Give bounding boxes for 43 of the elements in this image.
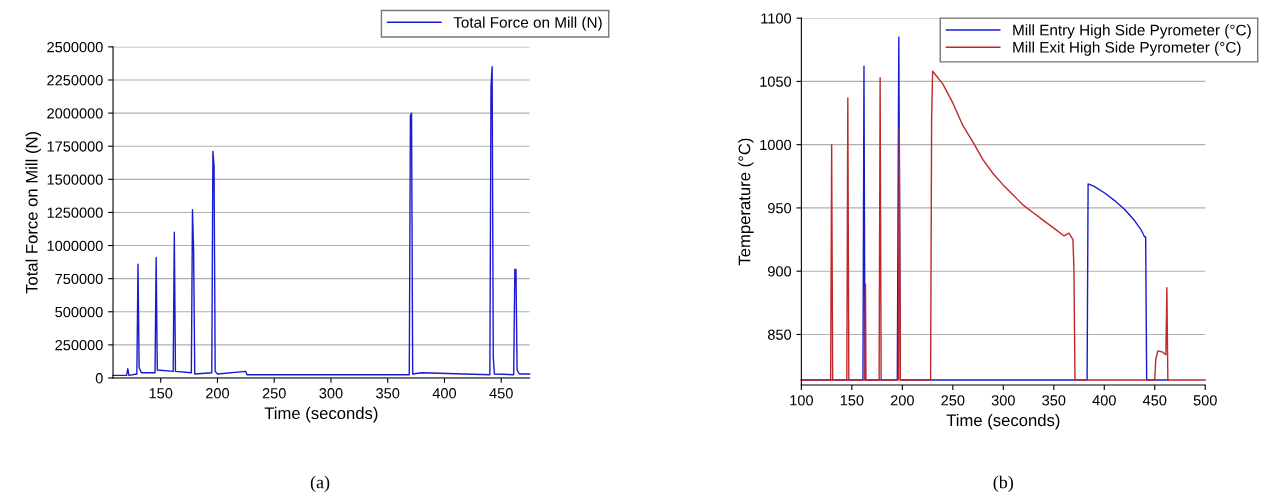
y-tick-label: 1500000 xyxy=(47,174,103,185)
legend-label: Total Force on Mill (N) xyxy=(453,16,602,31)
x-tick-label: 100 xyxy=(790,395,813,406)
x-tick-label: 350 xyxy=(376,388,400,399)
x-tick-label: 150 xyxy=(149,388,173,399)
x-tick-label: 400 xyxy=(432,388,457,399)
y-tick-label: 900 xyxy=(768,266,792,277)
y-tick-label: 850 xyxy=(767,329,792,340)
x-tick-label: 300 xyxy=(319,388,343,399)
y-axis-title: Total Force on Mill (N) xyxy=(25,131,41,294)
y-tick-label: 1100 xyxy=(761,13,792,24)
line-series xyxy=(800,70,1206,381)
x-tick-label: 250 xyxy=(262,388,286,399)
y-tick-label: 2500000 xyxy=(47,41,103,53)
x-tick-label: 450 xyxy=(489,388,513,399)
x-tick-label: 200 xyxy=(890,395,914,406)
legend-label: Mill Exit High Side Pyrometer (°C) xyxy=(1013,41,1241,56)
y-tick-label: 950 xyxy=(768,203,792,214)
x-tick-label: 450 xyxy=(1142,395,1167,406)
y-axis-title: Temperature (°C) xyxy=(738,138,754,266)
x-axis-title: Time (seconds) xyxy=(264,406,378,423)
x-tick-label: 500 xyxy=(1193,395,1217,406)
text: (a) xyxy=(310,475,330,493)
y-tick-label: 1050 xyxy=(760,76,792,87)
x-tick-label: 150 xyxy=(840,395,864,406)
y-tick-label: 1000000 xyxy=(47,240,103,251)
y-tick-label: 250000 xyxy=(55,339,103,351)
x-tick-label: 350 xyxy=(1042,395,1066,406)
x-axis-title: Time (seconds) xyxy=(946,413,1060,430)
x-tick-label: 400 xyxy=(1092,395,1116,406)
y-tick-label: 1250000 xyxy=(47,207,103,218)
legend-label: Mill Entry High Side Pyrometer (°C) xyxy=(1013,24,1251,39)
y-tick-label: 2250000 xyxy=(47,75,103,86)
text: (b) xyxy=(993,475,1014,493)
y-tick-label: 2000000 xyxy=(47,108,103,119)
y-tick-label: 1000 xyxy=(760,139,792,151)
y-tick-label: 750000 xyxy=(55,273,103,285)
y-tick-label: 500000 xyxy=(55,306,103,318)
x-tick-label: 200 xyxy=(206,388,230,399)
y-tick-label: 1750000 xyxy=(47,141,103,152)
x-tick-label: 300 xyxy=(991,395,1015,406)
y-tick-label: 0 xyxy=(95,373,103,384)
x-tick-label: 250 xyxy=(941,395,965,406)
